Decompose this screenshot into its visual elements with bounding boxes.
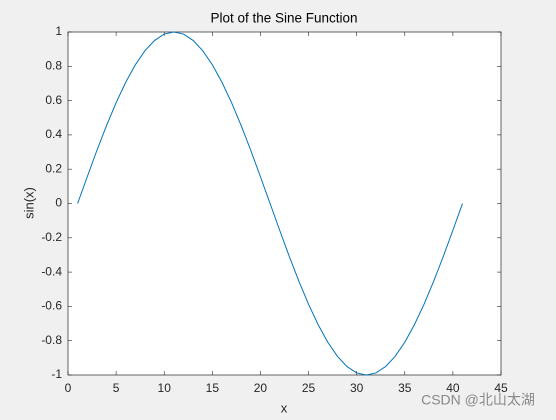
y-tick-label: 1 <box>55 24 62 38</box>
y-tick-label: -1 <box>51 367 62 381</box>
x-tick-label: 0 <box>65 381 72 395</box>
x-tick-label: 25 <box>302 381 316 395</box>
y-axis-label: sin(x) <box>21 187 36 219</box>
x-tick-label: 5 <box>113 381 120 395</box>
y-tick-label: -0.4 <box>41 264 62 278</box>
axes-box <box>67 31 502 376</box>
y-tick-label: 0.6 <box>45 93 62 107</box>
x-tick-label: 45 <box>494 381 508 395</box>
y-tick-label: -0.6 <box>41 299 62 313</box>
watermark: CSDN @北山太湖 <box>421 392 535 408</box>
y-tick-label: 0 <box>55 196 62 210</box>
x-tick-label: 10 <box>158 381 172 395</box>
x-tick-label: 40 <box>446 381 460 395</box>
y-tick-label: -0.2 <box>41 230 62 244</box>
y-tick-label: 0.8 <box>45 58 62 72</box>
y-tick-label: -0.8 <box>41 333 62 347</box>
y-tick-label: 0.4 <box>45 127 62 141</box>
y-tick-label: 0.2 <box>45 161 62 175</box>
x-axis-label: x <box>281 400 288 415</box>
line-series <box>77 31 463 376</box>
x-tick-label: 35 <box>398 381 412 395</box>
x-tick-label: 20 <box>254 381 268 395</box>
x-tick-label: 30 <box>350 381 364 395</box>
x-tick-label: 15 <box>206 381 220 395</box>
chart-title: Plot of the Sine Function <box>210 11 357 26</box>
